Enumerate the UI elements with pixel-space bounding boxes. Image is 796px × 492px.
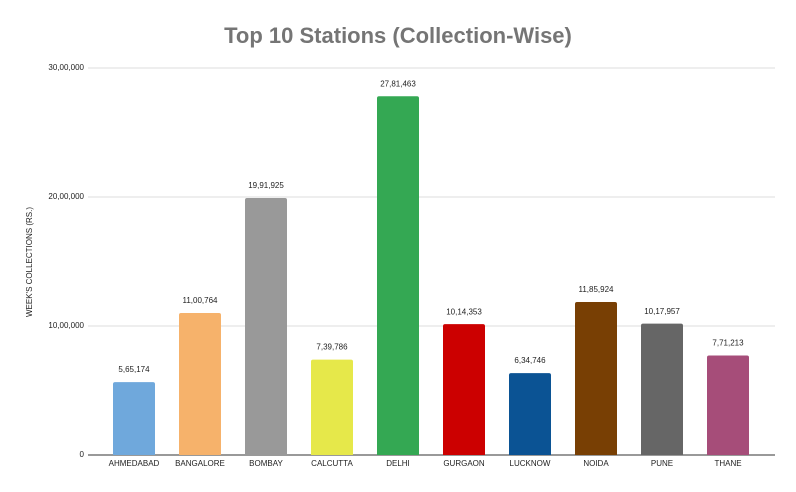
bar: [509, 373, 551, 455]
bar: [575, 302, 617, 455]
x-tick-label: AHMEDABAD: [109, 459, 160, 468]
x-tick-label: THANE: [714, 459, 741, 468]
bar: [707, 355, 749, 455]
value-label: 11,85,924: [579, 285, 615, 294]
bar: [245, 198, 287, 455]
value-label: 27,81,463: [380, 79, 416, 88]
value-label: 7,39,786: [316, 343, 348, 352]
x-tick-label: GURGAON: [443, 459, 485, 468]
chart-title: Top 10 Stations (Collection-Wise): [224, 23, 572, 48]
x-tick-label: NOIDA: [583, 459, 609, 468]
bar: [443, 324, 485, 455]
x-tick-label: PUNE: [651, 459, 673, 468]
y-axis-label: WEEK'S COLLECTIONS (RS.): [25, 207, 34, 317]
value-label: 19,91,925: [248, 181, 284, 190]
y-tick-label: 0: [80, 450, 85, 459]
value-label: 7,71,213: [712, 339, 744, 348]
x-tick-label: LUCKNOW: [510, 459, 551, 468]
y-tick-label: 20,00,000: [48, 192, 84, 201]
x-tick-label: DELHI: [386, 459, 410, 468]
value-label: 5,65,174: [118, 365, 150, 374]
bar: [377, 96, 419, 455]
value-label: 10,17,957: [644, 307, 680, 316]
bar: [179, 313, 221, 455]
bar: [311, 359, 353, 455]
x-tick-label: BOMBAY: [249, 459, 283, 468]
value-label: 6,34,746: [514, 356, 546, 365]
y-tick-label: 30,00,000: [48, 63, 84, 72]
value-label: 11,00,764: [183, 296, 219, 305]
x-tick-label: CALCUTTA: [311, 459, 353, 468]
value-label: 10,14,353: [446, 307, 482, 316]
bar: [641, 323, 683, 455]
y-tick-label: 10,00,000: [48, 321, 84, 330]
x-tick-label: BANGALORE: [175, 459, 225, 468]
bar: [113, 382, 155, 455]
